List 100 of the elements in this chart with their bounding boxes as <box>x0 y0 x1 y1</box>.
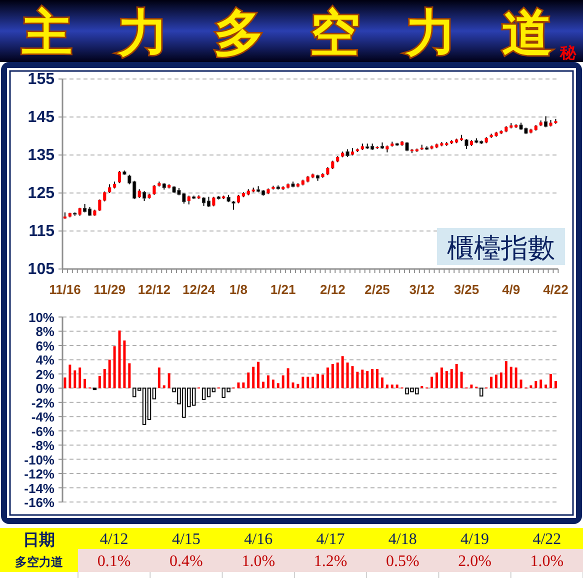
text: 0.1% <box>97 553 131 570</box>
bar <box>108 360 111 388</box>
bar <box>356 372 359 388</box>
y-tick-label: 125 <box>28 185 55 202</box>
bar <box>266 375 270 388</box>
bar <box>296 384 300 388</box>
bar <box>316 374 320 388</box>
bar <box>123 340 126 388</box>
y-tick-label: -6% <box>31 424 55 439</box>
bar <box>371 368 374 388</box>
bar <box>510 366 512 388</box>
bar <box>480 388 484 396</box>
bar <box>262 382 264 388</box>
bar <box>252 366 255 388</box>
bar <box>331 364 334 388</box>
bar <box>514 368 518 388</box>
bar <box>276 383 280 388</box>
category-label: 4/19 <box>460 531 490 548</box>
bar <box>440 368 443 388</box>
x-tick-label: 12/12 <box>138 282 170 297</box>
y-tick-label: -14% <box>24 480 55 496</box>
bar <box>237 382 240 388</box>
text: 1.0% <box>530 553 564 570</box>
bar <box>450 368 453 388</box>
candlestick <box>152 184 156 196</box>
bar <box>78 368 82 388</box>
text: 0.5% <box>386 553 420 570</box>
bar <box>376 368 379 388</box>
bar <box>430 376 434 388</box>
x-tick-label: 2/25 <box>364 282 390 297</box>
category-label: 4/18 <box>388 531 417 548</box>
text: 1.2% <box>314 553 348 570</box>
bar <box>390 384 394 388</box>
bar <box>326 368 329 388</box>
bar <box>455 364 458 388</box>
category-label: 4/16 <box>244 531 273 548</box>
candlestick <box>103 190 106 202</box>
y-tick-label: -4% <box>31 410 55 425</box>
bar <box>534 381 538 388</box>
bar <box>302 376 304 388</box>
y-tick-label: 10% <box>28 310 55 325</box>
x-tick-label: 1/8 <box>229 282 248 297</box>
y-tick-label: 115 <box>28 223 55 240</box>
bar <box>128 363 131 388</box>
bar <box>158 368 160 388</box>
x-tick-label: 4/9 <box>502 282 520 297</box>
y-tick-label: -2% <box>31 395 55 410</box>
x-tick-label: 12/24 <box>182 282 216 297</box>
bar <box>445 371 448 388</box>
annotation: 櫃檯指數 <box>447 233 555 263</box>
bar <box>520 380 522 388</box>
bar <box>242 382 245 388</box>
bar <box>386 384 388 388</box>
text: 多空力道 <box>15 555 64 569</box>
bar <box>490 376 493 388</box>
bar <box>500 372 502 388</box>
bar <box>74 370 76 388</box>
category-label: 4/22 <box>532 531 562 548</box>
y-tick-label: 2% <box>36 366 55 382</box>
bar <box>351 366 354 388</box>
category-label: 4/12 <box>100 531 128 548</box>
bar <box>554 381 557 388</box>
bar <box>336 362 339 388</box>
x-tick-label: 2/12 <box>320 282 346 297</box>
y-tick-label: 135 <box>28 147 55 164</box>
chart-subtitle: 秘 <box>559 44 577 62</box>
category-label: 4/17 <box>316 531 345 548</box>
x-tick-label: 3/12 <box>409 282 435 297</box>
bar <box>361 370 364 388</box>
y-tick-label: -12% <box>24 466 55 482</box>
chart-title: 主力多空力道 <box>21 5 552 61</box>
bar <box>306 376 310 388</box>
y-tick-label: 8% <box>36 324 55 340</box>
bar <box>544 384 548 388</box>
bar <box>64 377 66 388</box>
y-tick-label: -8% <box>31 438 55 454</box>
x-tick-label: 4/22 <box>543 282 568 297</box>
bar <box>247 372 250 388</box>
y-tick-label: 4% <box>36 352 55 368</box>
y-tick-label: 105 <box>28 261 55 278</box>
bar <box>341 356 344 388</box>
category-label: 4/15 <box>172 531 200 548</box>
candlestick <box>464 138 468 150</box>
bar <box>84 378 86 388</box>
candlestick <box>142 190 146 202</box>
x-tick-label: 11/16 <box>49 282 81 297</box>
bar <box>103 368 106 388</box>
bar <box>322 374 324 388</box>
bar <box>470 384 473 388</box>
y-tick-label: 0% <box>36 381 55 396</box>
y-tick-label: -16% <box>24 495 55 510</box>
y-tick-label: -10% <box>24 452 55 468</box>
text: 2.0% <box>458 553 492 570</box>
y-tick-label: 145 <box>28 109 55 126</box>
bar <box>312 376 314 388</box>
bar <box>380 377 384 388</box>
y-tick-label: 155 <box>28 71 55 88</box>
bar <box>396 384 398 388</box>
x-tick-label: 11/29 <box>94 282 126 297</box>
x-tick-label: 1/21 <box>270 282 296 297</box>
